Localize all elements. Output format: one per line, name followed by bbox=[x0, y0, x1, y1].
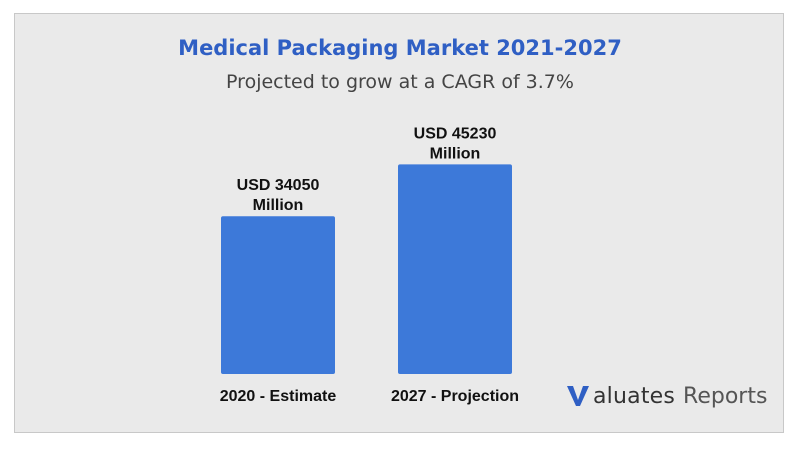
bar-value-label-0-line-0: USD 34050 bbox=[237, 177, 320, 194]
bar-value-label-1-line-0: USD 45230 bbox=[414, 125, 497, 142]
category-label-1: 2027 - Projection bbox=[391, 388, 519, 405]
bar-1 bbox=[398, 164, 512, 374]
v-logo-icon bbox=[567, 386, 589, 406]
logo-text-reports: Reports bbox=[683, 383, 768, 409]
brand-logo: aluates Reports bbox=[567, 380, 767, 412]
category-label-0: 2020 - Estimate bbox=[220, 388, 337, 405]
chart-subtitle: Projected to grow at a CAGR of 3.7% bbox=[226, 71, 574, 93]
chart-title: Medical Packaging Market 2021-2027 bbox=[178, 36, 622, 60]
bar-0 bbox=[221, 216, 335, 374]
bar-value-label-0-line-1: Million bbox=[253, 197, 304, 214]
bar-value-label-1-line-1: Million bbox=[430, 145, 481, 162]
logo-text: aluates bbox=[593, 383, 676, 409]
